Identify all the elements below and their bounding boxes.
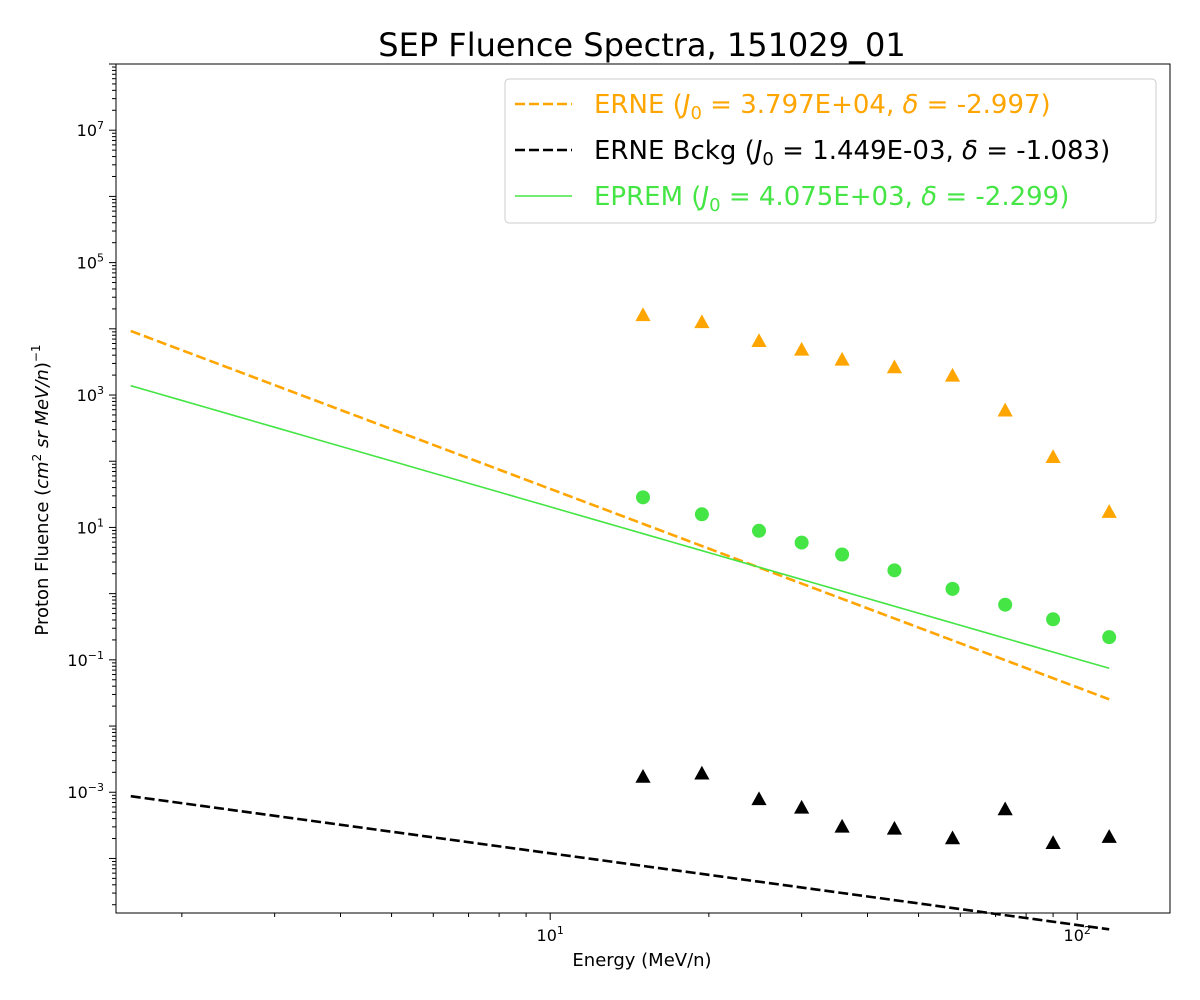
fit-line-0: [130, 329, 1110, 701]
legend-box: [504, 78, 1157, 224]
x-axis: 101 102: [181, 913, 1091, 945]
data-point-s0-7: [997, 402, 1013, 417]
data-point-s2-2: [751, 523, 766, 538]
data-point-s1-8: [1045, 835, 1061, 849]
data-point-s0-4: [834, 351, 850, 366]
data-point-s2-1: [694, 507, 709, 522]
data-point-s1-3: [794, 799, 810, 814]
data-point-s1-7: [997, 801, 1013, 816]
data-point-s2-6: [945, 581, 960, 596]
data-point-s0-3: [794, 341, 810, 356]
data-point-s2-7: [998, 597, 1013, 612]
plot-frame: [115, 63, 1171, 914]
data-markers: [635, 307, 1117, 849]
data-point-s2-0: [636, 490, 650, 505]
data-point-s1-6: [944, 830, 961, 845]
data-point-s2-9: [1102, 630, 1117, 645]
fit-line-1: [130, 794, 1110, 931]
y-axis-label: Proton Fluence (cm2 sr MeV/n)−1: [29, 344, 53, 635]
data-point-s1-5: [886, 820, 903, 835]
data-point-s2-4: [835, 547, 850, 562]
data-point-s0-1: [694, 314, 710, 329]
data-point-s0-8: [1045, 449, 1061, 463]
data-point-s1-4: [834, 818, 850, 833]
y-tick-label-0: 10−3: [67, 781, 104, 802]
y-tick-label-3: 103: [77, 384, 104, 405]
data-point-s0-6: [944, 367, 961, 382]
fit-line-2: [130, 384, 1110, 670]
data-point-s1-2: [751, 791, 767, 806]
data-point-s2-8: [1046, 612, 1061, 627]
y-tick-label-5: 107: [77, 119, 104, 140]
y-tick-label-1: 10−1: [67, 649, 104, 670]
data-point-s0-5: [886, 359, 903, 374]
data-point-s0-9: [1101, 504, 1117, 518]
x-tick-label-0: 101: [537, 924, 564, 945]
y-axis: 10−3 10−1 101 103 105 107: [67, 63, 116, 906]
data-point-s1-0: [635, 768, 651, 783]
legend-label-1: ERNE Bckg (J0 = 1.449E-03, δ = -1.083): [594, 136, 1110, 170]
x-axis-label: Energy (MeV/n): [572, 950, 711, 971]
legend-label-2: EPREM (J0 = 4.075E+03, δ = -2.299): [594, 182, 1069, 216]
data-point-s2-5: [887, 563, 902, 578]
fit-lines: [130, 329, 1110, 931]
data-point-s0-2: [751, 333, 767, 347]
y-tick-label-4: 105: [77, 252, 104, 273]
legend: ERNE (J0 = 3.797E+04, δ = -2.997) ERNE Bc…: [504, 78, 1157, 224]
data-point-s0-0: [635, 307, 651, 322]
data-point-s2-3: [794, 535, 809, 550]
x-tick-label-1: 102: [1064, 924, 1091, 945]
legend-label-0: ERNE (J0 = 3.797E+04, δ = -2.997): [594, 90, 1051, 124]
chart-title: SEP Fluence Spectra, 151029_01: [378, 26, 905, 64]
data-point-s1-1: [694, 765, 710, 780]
data-point-s1-9: [1101, 829, 1117, 843]
y-tick-label-2: 101: [77, 516, 104, 537]
